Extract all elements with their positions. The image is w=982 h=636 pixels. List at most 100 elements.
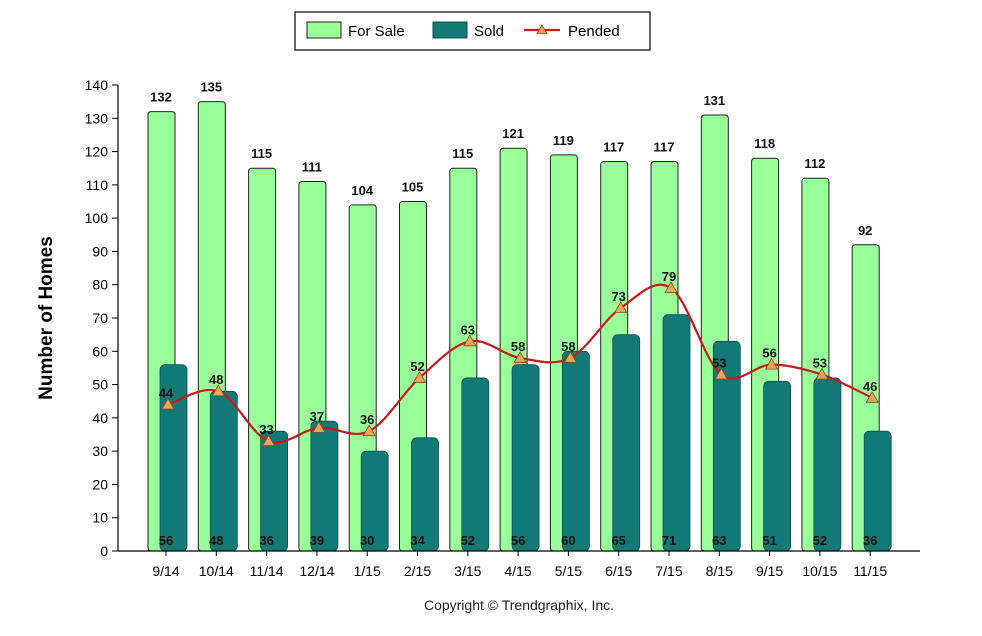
pended-value-label: 63 — [461, 322, 475, 337]
sold-bar — [562, 350, 590, 552]
x-tick-label: 11/14 — [250, 563, 284, 579]
pended-line — [161, 281, 879, 447]
data-labels: 132 135 115 111 104 105 115 121 119 117 117 131 118 1… — [150, 80, 877, 548]
sold-bar — [461, 377, 490, 552]
pended-value-label: 44 — [159, 386, 174, 401]
for-sale-value-label: 115 — [251, 146, 272, 161]
pended-point — [865, 391, 879, 403]
x-tick-label: 9/15 — [756, 563, 783, 579]
for-sale-value-label: 121 — [502, 126, 524, 141]
sold-value-label: 60 — [561, 533, 575, 548]
pended-point — [261, 434, 276, 447]
y-tick-label: 90 — [92, 243, 108, 259]
for-sale-value-label: 105 — [402, 180, 424, 195]
pended-value-label: 36 — [360, 412, 374, 427]
y-tick-label: 80 — [92, 277, 108, 293]
pended-point — [764, 357, 779, 370]
pended-point — [614, 301, 628, 313]
sold-value-label: 51 — [762, 533, 776, 548]
copyright-text: Copyright © Trendgraphix, Inc. — [424, 597, 614, 613]
x-tick-label: 10/14 — [199, 563, 234, 579]
for-sale-value-label: 117 — [603, 140, 624, 155]
pended-value-label: 37 — [310, 409, 324, 424]
pended-point — [412, 371, 427, 383]
sold-value-label: 48 — [209, 533, 223, 548]
sold-value-label: 36 — [863, 533, 877, 548]
sold-value-label: 34 — [410, 533, 425, 548]
pended-value-label: 73 — [611, 289, 625, 304]
sold-value-label: 36 — [259, 533, 273, 548]
for-sale-value-label: 132 — [150, 90, 172, 105]
legend-sold-label: Sold — [474, 23, 504, 40]
for-sale-value-label: 119 — [553, 133, 574, 148]
for-sale-value-label: 135 — [200, 80, 222, 95]
pended-point — [312, 421, 326, 433]
pended-value-label: 48 — [209, 372, 223, 387]
for-sale-value-label: 92 — [858, 223, 872, 238]
x-tick-label: 10/15 — [802, 563, 837, 579]
sold-value-label: 52 — [461, 533, 475, 548]
pended-value-label: 58 — [561, 339, 575, 354]
x-tick-label: 2/15 — [404, 563, 431, 579]
y-tick-label: 0 — [100, 543, 108, 559]
pended-point — [161, 397, 175, 410]
pended-value-label: 53 — [813, 356, 827, 371]
sold-bar — [712, 340, 741, 552]
y-tick-label: 70 — [92, 310, 108, 326]
y-tick-label: 100 — [85, 210, 109, 226]
pended-point — [563, 351, 578, 363]
pended-value-label: 58 — [511, 339, 525, 354]
x-tick-label: 6/15 — [605, 563, 632, 579]
pended-point — [714, 367, 728, 380]
sold-bar — [511, 364, 540, 552]
for-sale-value-label: 117 — [654, 140, 675, 155]
legend-for-sale-label: For Sale — [348, 23, 405, 40]
x-tick-label: 11/15 — [853, 563, 887, 579]
sold-value-label: 56 — [159, 533, 173, 548]
pended-point — [211, 384, 225, 397]
y-axis-label: Number of Homes — [36, 236, 57, 400]
pended-point — [513, 351, 527, 363]
legend-pended-label: Pended — [568, 23, 620, 40]
sold-bar — [763, 380, 791, 552]
sold-value-label: 65 — [611, 533, 625, 548]
y-tick-label: 60 — [92, 343, 108, 359]
x-axis: 9/14 10/14 11/14 12/14 1/15 2/15 3/15 4/15 5/15 6… — [118, 550, 920, 579]
sold-value-label: 71 — [662, 533, 676, 548]
sold-bar — [813, 377, 842, 552]
y-tick-label: 20 — [92, 476, 108, 492]
for-sale-value-label: 115 — [452, 146, 473, 161]
x-tick-label: 3/15 — [454, 563, 481, 579]
pended-value-label: 53 — [712, 356, 726, 371]
pended-value-label: 79 — [662, 269, 676, 284]
pended-value-label: 33 — [259, 422, 273, 437]
y-tick-label: 130 — [85, 110, 109, 126]
for-sale-value-label: 104 — [351, 183, 373, 198]
y-tick-label: 30 — [92, 443, 108, 459]
legend-pended-marker — [536, 24, 548, 34]
x-tick-label: 5/15 — [555, 563, 582, 579]
x-tick-label: 9/14 — [152, 563, 179, 579]
sold-bars — [159, 314, 892, 552]
y-tick-label: 120 — [85, 144, 109, 160]
legend-box — [294, 11, 651, 51]
sold-value-label: 52 — [813, 533, 827, 548]
x-tick-label: 12/14 — [299, 563, 334, 579]
legend-for-sale-swatch — [306, 21, 342, 39]
y-axis: 0 10 20 30 40 50 60 70 80 90 100 110 120 130 140 — [85, 77, 119, 559]
x-tick-label: 7/15 — [655, 563, 682, 579]
sold-bar — [310, 420, 339, 552]
sold-value-label: 39 — [310, 533, 324, 548]
for-sale-value-label: 118 — [754, 136, 775, 151]
sold-bar — [209, 390, 238, 552]
pended-value-label: 46 — [863, 379, 877, 394]
y-tick-label: 50 — [92, 377, 108, 393]
legend-sold-swatch — [432, 21, 468, 39]
for-sale-value-label: 131 — [703, 93, 725, 108]
pended-point — [362, 424, 376, 437]
sold-bar — [662, 314, 691, 552]
y-tick-label: 110 — [86, 177, 109, 193]
y-tick-label: 40 — [92, 410, 108, 426]
for-sale-value-label: 112 — [804, 156, 825, 171]
